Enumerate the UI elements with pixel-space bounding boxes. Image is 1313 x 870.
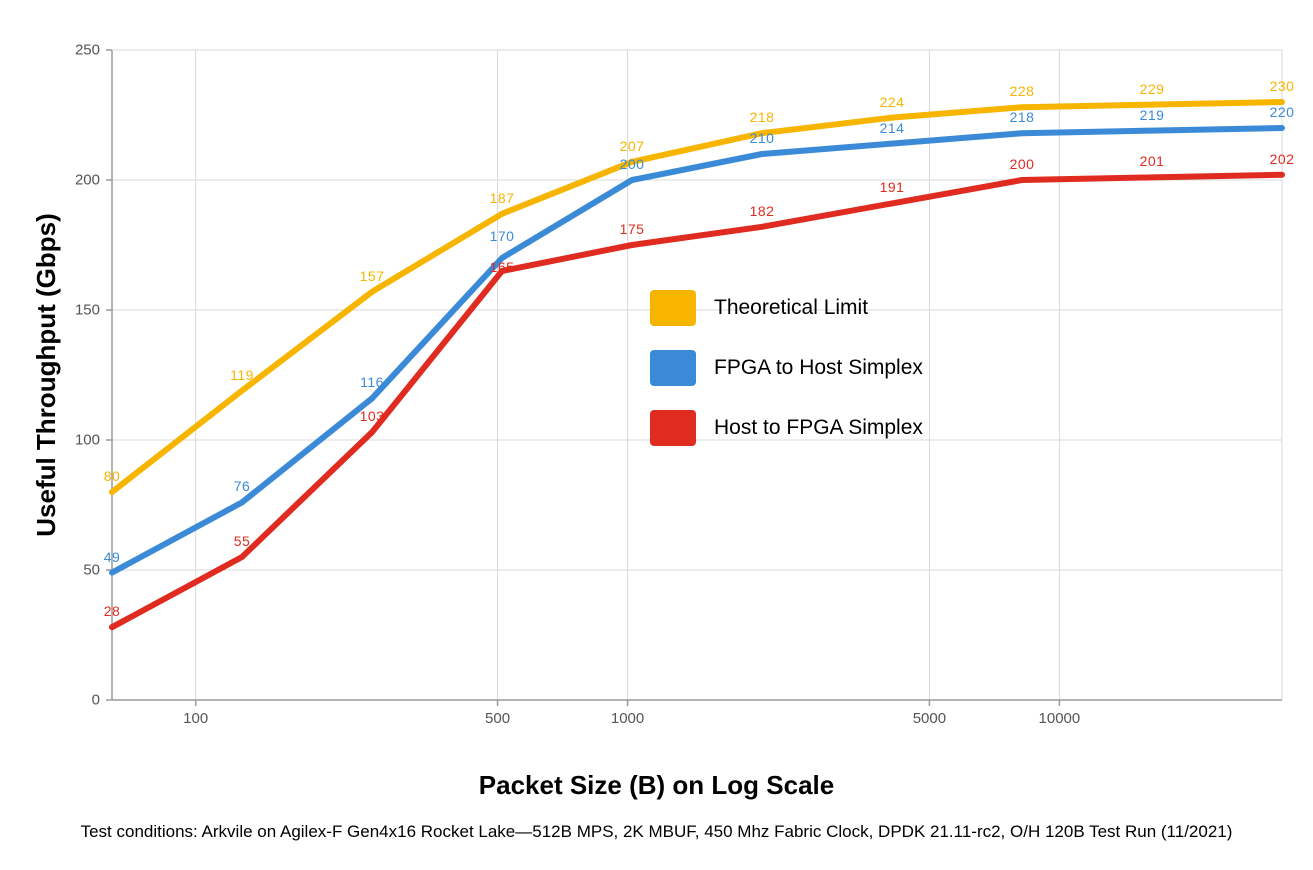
data-label-theoretical: 224 — [880, 94, 905, 110]
data-label-theoretical: 229 — [1140, 81, 1165, 97]
data-label-theoretical: 207 — [620, 138, 645, 154]
data-label-host_to_fpga: 165 — [490, 259, 515, 275]
data-label-host_to_fpga: 202 — [1270, 151, 1295, 167]
legend-item-host_to_fpga: Host to FPGA Simplex — [650, 410, 923, 446]
data-label-host_to_fpga: 28 — [104, 603, 121, 619]
data-label-fpga_to_host: 76 — [234, 478, 251, 494]
data-label-fpga_to_host: 116 — [360, 374, 384, 390]
data-label-theoretical: 187 — [490, 190, 515, 206]
legend-swatch — [650, 290, 696, 326]
legend-label: Host to FPGA Simplex — [714, 416, 923, 440]
x-tick-label: 10000 — [1039, 710, 1081, 727]
data-label-theoretical: 228 — [1010, 83, 1035, 99]
data-label-host_to_fpga: 103 — [360, 408, 385, 424]
y-tick-label: 200 — [75, 172, 100, 189]
x-axis-title: Packet Size (B) on Log Scale — [479, 770, 834, 801]
data-label-fpga_to_host: 210 — [750, 130, 775, 146]
y-tick-label: 0 — [92, 692, 100, 709]
data-label-theoretical: 80 — [104, 468, 121, 484]
y-tick-label: 100 — [75, 432, 100, 449]
legend-swatch — [650, 410, 696, 446]
x-tick-label: 5000 — [913, 710, 946, 727]
legend-swatch — [650, 350, 696, 386]
legend: Theoretical Limit FPGA to Host Simplex Hos… — [650, 290, 923, 470]
data-label-host_to_fpga: 191 — [880, 179, 905, 195]
data-label-fpga_to_host: 214 — [880, 120, 905, 136]
y-tick-label: 250 — [75, 42, 100, 59]
data-label-host_to_fpga: 55 — [234, 533, 251, 549]
y-tick-label: 50 — [83, 562, 100, 579]
data-label-host_to_fpga: 175 — [620, 221, 645, 237]
legend-label: FPGA to Host Simplex — [714, 356, 923, 380]
data-label-theoretical: 230 — [1270, 78, 1295, 94]
data-label-host_to_fpga: 201 — [1140, 153, 1165, 169]
data-label-fpga_to_host: 218 — [1010, 109, 1035, 125]
data-label-fpga_to_host: 219 — [1140, 107, 1165, 123]
data-label-host_to_fpga: 200 — [1010, 156, 1035, 172]
data-label-fpga_to_host: 220 — [1270, 104, 1295, 120]
chart-caption: Test conditions: Arkvile on Agilex-F Gen… — [81, 822, 1233, 842]
data-label-theoretical: 119 — [230, 367, 254, 383]
data-label-host_to_fpga: 182 — [750, 203, 775, 219]
throughput-chart: Useful Throughput (Gbps) Packet Size (B)… — [0, 0, 1313, 870]
data-label-theoretical: 157 — [360, 268, 385, 284]
y-axis-title: Useful Throughput (Gbps) — [31, 213, 62, 537]
x-tick-label: 500 — [485, 710, 510, 727]
x-tick-label: 100 — [183, 710, 208, 727]
data-label-fpga_to_host: 170 — [490, 228, 515, 244]
legend-item-fpga_to_host: FPGA to Host Simplex — [650, 350, 923, 386]
data-label-fpga_to_host: 200 — [620, 156, 645, 172]
legend-item-theoretical: Theoretical Limit — [650, 290, 923, 326]
data-label-fpga_to_host: 49 — [104, 549, 121, 565]
legend-label: Theoretical Limit — [714, 296, 868, 320]
data-label-theoretical: 218 — [750, 109, 775, 125]
y-tick-label: 150 — [75, 302, 100, 319]
x-tick-label: 1000 — [611, 710, 644, 727]
